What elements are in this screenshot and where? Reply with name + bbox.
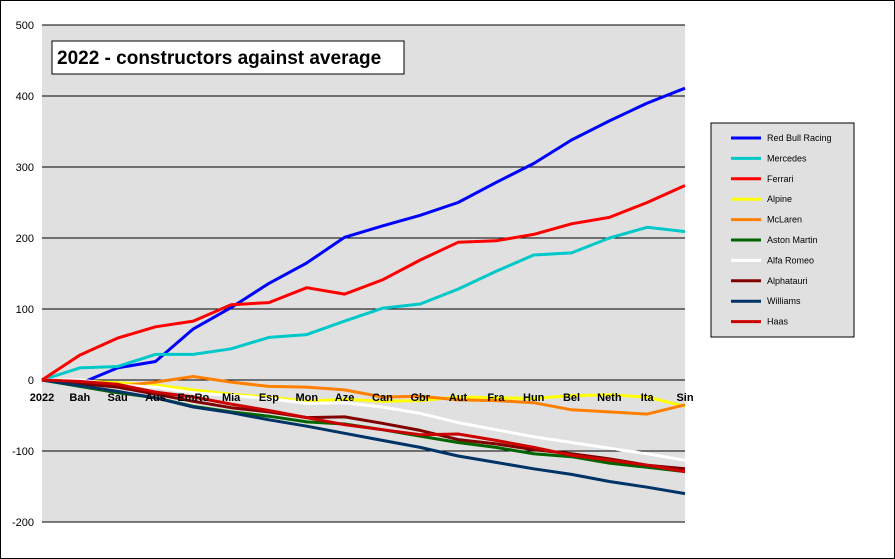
chart-title: 2022 - constructors against average (57, 48, 381, 69)
series-line-red-bull-racing (41, 86, 686, 386)
x-tick-label: Fra (487, 392, 505, 404)
legend-label: Alpine (767, 194, 792, 204)
series-line-alpine (41, 378, 686, 408)
x-tick-label: Bah (69, 392, 90, 404)
y-axis-ticks: -200 -100 0 100 200 300 400 500 (12, 20, 34, 529)
y-tick-label: 0 (28, 375, 34, 387)
y-tick-label: 300 (16, 162, 34, 174)
gridlines (42, 24, 685, 523)
series-lines (41, 86, 686, 496)
y-tick-label: -100 (12, 446, 34, 458)
x-tick-label: Mon (295, 392, 318, 404)
series-line-ferrari (41, 184, 686, 382)
y-tick-label: -200 (12, 517, 34, 529)
x-tick-label: Mia (222, 392, 241, 404)
x-tick-label: Aut (449, 392, 468, 404)
x-tick-label: Aze (335, 392, 355, 404)
legend-label: Aston Martin (767, 235, 818, 245)
x-tick-label: Aus (145, 392, 166, 404)
legend-label: Red Bull Racing (767, 133, 832, 143)
x-tick-label: Gbr (410, 392, 430, 404)
legend-label: Williams (767, 296, 801, 306)
y-tick-label: 200 (16, 233, 34, 245)
x-tick-label: Neth (597, 392, 622, 404)
y-tick-label: 400 (16, 91, 34, 103)
x-tick-label: Hun (523, 392, 545, 404)
series-line-mercedes (41, 225, 686, 382)
x-tick-label: Ita (641, 392, 655, 404)
series-line-haas (41, 378, 686, 474)
x-tick-label: Bel (563, 392, 580, 404)
legend-label: Mercedes (767, 153, 807, 163)
legend: Red Bull Racing Mercedes Ferrari Alpine McLa… (710, 122, 855, 338)
series-line-mclaren (41, 375, 686, 416)
x-tick-label: Sau (108, 392, 128, 404)
x-tick-label: EmRo (177, 392, 209, 404)
y-tick-label: 500 (16, 20, 34, 32)
chart-title-box: 2022 - constructors against average (51, 40, 405, 75)
plot-area (42, 25, 685, 522)
legend-label: Ferrari (767, 174, 794, 184)
series-line-alfa-romeo (42, 378, 686, 462)
x-tick-label: Can (372, 392, 393, 404)
x-tick-label: Sin (676, 392, 693, 404)
x-tick-label: 2022 (30, 392, 54, 404)
legend-label: McLaren (767, 215, 802, 225)
legend-label: Haas (767, 317, 789, 327)
legend-label: Alfa Romeo (767, 255, 814, 265)
legend-label: Alphatauri (767, 276, 808, 286)
series-line-williams (41, 378, 686, 496)
x-axis-labels: 2022 Bah Sau Aus EmRo Mia Esp Mon Aze Can Gbr Aut Fr… (30, 392, 694, 404)
x-tick-label: Esp (259, 392, 279, 404)
y-tick-label: 100 (16, 304, 34, 316)
